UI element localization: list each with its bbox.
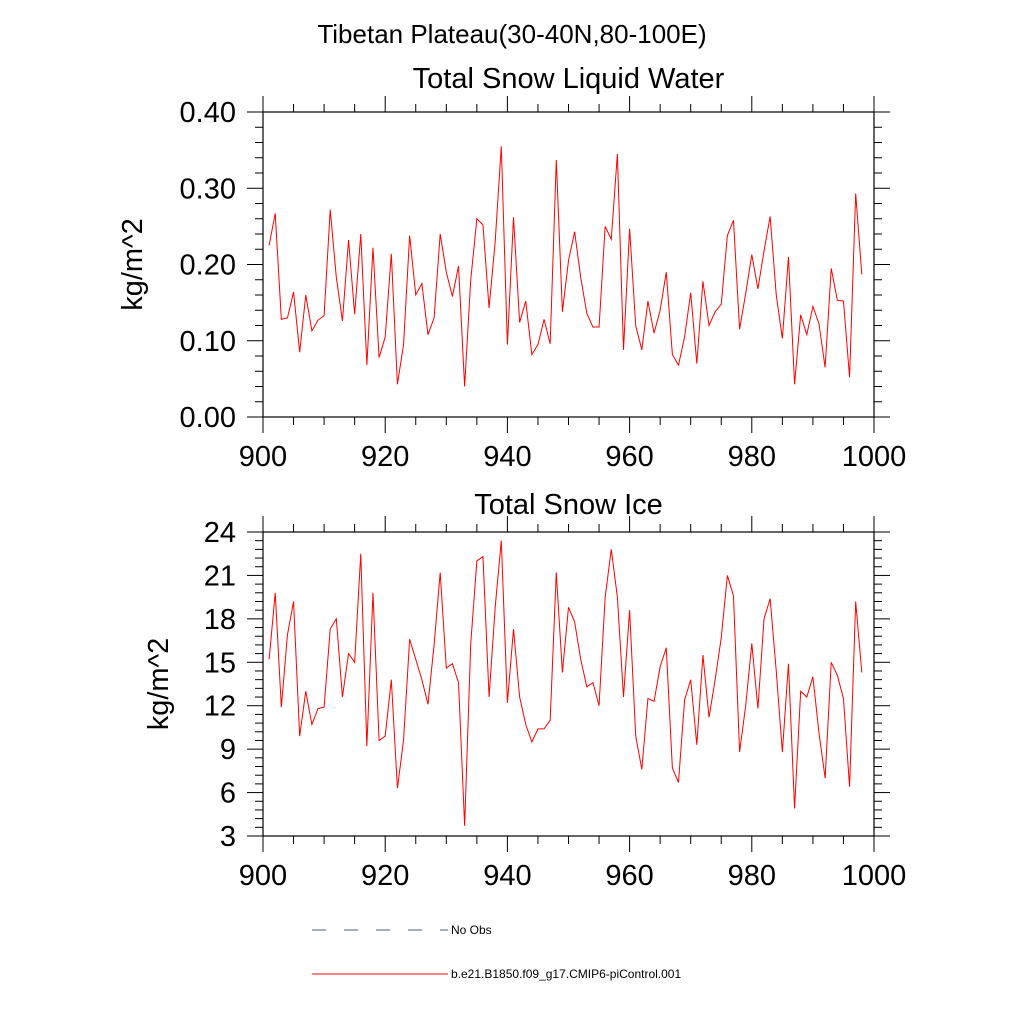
data-line-liquid-water [268,146,863,387]
y-tick-label-snow-ice: 3 [220,821,236,853]
y-tick-label-liquid-water: 0.00 [180,402,236,434]
y-tick-label-snow-ice: 21 [204,560,236,592]
legend-model-label: b.e21.B1850.f09_g17.CMIP6-piControl.001 [451,967,681,981]
x-tick-label-liquid-water: 960 [605,441,653,473]
x-tick-label-snow-ice: 920 [361,860,409,892]
plot-frame-snow-ice [262,531,875,837]
y-axis-label-liquid-water: kg/m^2 [117,218,149,311]
y-tick-label-snow-ice: 15 [204,647,236,679]
y-axis-label-snow-ice: kg/m^2 [143,638,175,731]
y-tick-label-snow-ice: 24 [204,517,236,549]
x-tick-label-snow-ice: 940 [483,860,531,892]
y-tick-label-liquid-water: 0.30 [180,173,236,205]
x-tick-label-snow-ice: 960 [605,860,653,892]
panel-snow-liquid-water: Total Snow Liquid Water kg/m^2 900 920 940 96… [117,63,906,473]
y-tick-label-liquid-water: 0.10 [180,326,236,358]
x-tick-label-snow-ice: 1000 [842,860,907,892]
x-tick-label-liquid-water: 920 [361,441,409,473]
figure-suptitle: Tibetan Plateau(30-40N,80-100E) [317,19,706,49]
panel-snow-ice: Total Snow Ice kg/m^2 900 920 940 960 980 1000 3… [143,489,906,892]
y-tick-label-snow-ice: 6 [220,778,236,810]
y-tick-label-snow-ice: 18 [204,604,236,636]
x-tick-label-snow-ice: 980 [728,860,776,892]
x-tick-label-liquid-water: 1000 [842,441,907,473]
x-tick-label-snow-ice: 900 [239,860,287,892]
x-tick-label-liquid-water: 900 [239,441,287,473]
y-tick-label-snow-ice: 9 [220,734,236,766]
data-line-snow-ice [268,540,863,826]
chart-title-liquid-water: Total Snow Liquid Water [413,63,725,95]
legend: No Obs b.e21.B1850.f09_g17.CMIP6-piContr… [312,923,681,981]
y-tick-label-liquid-water: 0.20 [180,250,236,282]
x-tick-label-liquid-water: 980 [728,441,776,473]
chart-title-snow-ice: Total Snow Ice [474,489,663,521]
y-tick-label-liquid-water: 0.40 [180,97,236,129]
y-tick-label-snow-ice: 12 [204,691,236,723]
x-tick-label-liquid-water: 940 [483,441,531,473]
legend-no-obs-label: No Obs [451,923,492,937]
